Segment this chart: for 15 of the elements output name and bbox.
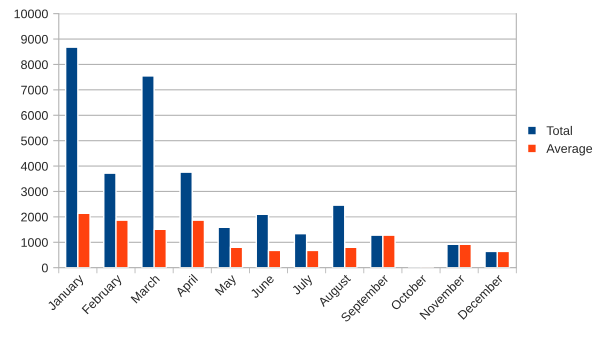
y-tick-label: 7000 bbox=[21, 86, 48, 95]
legend-label: Total bbox=[546, 126, 572, 136]
y-tick-label: 8000 bbox=[21, 60, 48, 70]
y-tick-label: 4000 bbox=[20, 162, 48, 171]
y-tick-label: 1000 bbox=[22, 238, 48, 247]
y-tick-label: 2000 bbox=[21, 212, 48, 222]
legend-label: Average bbox=[546, 144, 592, 156]
y-tick-label: 0 bbox=[42, 263, 48, 272]
y-tick-label: 3000 bbox=[21, 187, 48, 196]
x-tick-label: July bbox=[291, 273, 315, 298]
y-tick-label: 6000 bbox=[21, 111, 48, 120]
y-tick-label: 5000 bbox=[21, 136, 48, 146]
y-tick-label: 10000 bbox=[14, 9, 48, 18]
y-tick-label: 9000 bbox=[21, 34, 48, 44]
x-tick-label: May bbox=[214, 274, 239, 298]
